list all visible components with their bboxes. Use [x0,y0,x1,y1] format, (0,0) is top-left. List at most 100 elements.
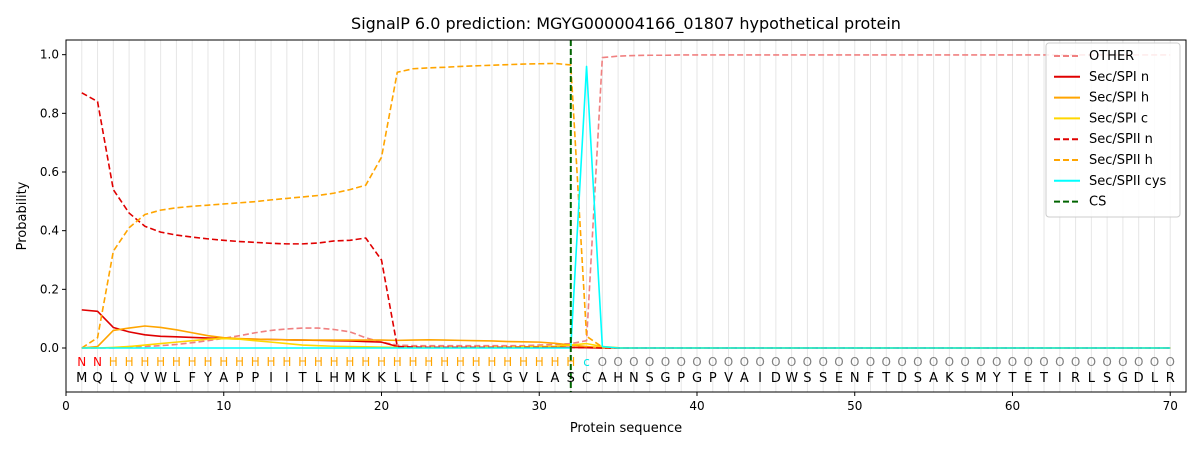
residue-label: M [344,371,355,386]
residue-label: L [1151,371,1159,386]
grid [81,40,1171,392]
residue-label: M [975,371,986,386]
region-label: H [109,355,118,369]
residue-label: S [646,371,654,386]
region-label: H [203,355,212,369]
region-label: O [1165,355,1174,369]
residue-label: S [567,371,575,386]
region-label: O [724,355,733,369]
region-label: H [377,355,386,369]
region-label: O [913,355,922,369]
residue-label: A [929,371,938,386]
residue-label: A [740,371,749,386]
x-tick-label: 10 [216,399,231,413]
region-label: O [1024,355,1033,369]
series-other-line [81,54,1171,349]
residue-label: P [709,371,717,386]
region-label: O [629,355,638,369]
residue-label: L [536,371,544,386]
region-label: O [1008,355,1017,369]
region-label: H [566,355,575,369]
region-label: H [503,355,512,369]
residue-label: E [835,371,843,386]
region-label: O [1150,355,1159,369]
residue-label: R [1166,371,1175,386]
region-label: N [93,355,102,369]
residue-label: C [456,371,465,386]
x-axis: 0 10 20 30 40 50 60 70 [62,392,1178,413]
residue-label: S [803,371,811,386]
residue-label: C [582,371,591,386]
region-label: O [866,355,875,369]
residue-label: A [219,371,228,386]
region-label: O [992,355,1001,369]
region-label: O [834,355,843,369]
region-label: N [77,355,86,369]
region-label: O [661,355,670,369]
region-label: O [598,355,607,369]
region-label: O [676,355,685,369]
region-label: H [393,355,402,369]
residue-label: L [1088,371,1096,386]
region-label: H [267,355,276,369]
residue-label: S [819,371,827,386]
residue-label: W [154,371,167,386]
region-label: O [897,355,906,369]
region-label: H [298,355,307,369]
region-label: O [803,355,812,369]
y-axis: 0.0 0.2 0.4 0.6 0.8 1.0 [40,48,66,355]
residue-label: F [867,371,874,386]
residue-label: F [188,371,195,386]
residue-label: I [285,371,289,386]
x-tick-label: 70 [1163,399,1178,413]
residue-label: L [110,371,118,386]
region-label: H [361,355,370,369]
residue-label: D [897,371,907,386]
y-tick-label: 0.0 [40,341,59,355]
series-group [81,40,1171,392]
residue-label: W [785,371,798,386]
x-tick-label: 20 [374,399,389,413]
region-label: H [330,355,339,369]
region-label: H [282,355,291,369]
residue-label: T [1008,371,1017,386]
region-label: H [345,355,354,369]
residue-label: R [1071,371,1080,386]
region-label: H [251,355,260,369]
residue-label: L [409,371,417,386]
region-label: H [424,355,433,369]
region-label: H [156,355,165,369]
residue-label: V [140,371,149,386]
region-label: H [235,355,244,369]
region-label: O [960,355,969,369]
legend-label: OTHER [1089,49,1134,64]
residue-label: N [850,371,860,386]
region-label: H [125,355,134,369]
residue-label: V [724,371,733,386]
x-tick-label: 0 [62,399,70,413]
residue-label: K [377,371,386,386]
residue-label: N [629,371,639,386]
y-tick-label: 0.6 [40,165,59,179]
region-label: O [976,355,985,369]
x-tick-label: 30 [532,399,547,413]
legend-box [1045,42,1181,218]
region-label: H [487,355,496,369]
sequence-annotation: NMNQHLHQHVHWHLHFHYHAHPHPHIHIHTHLHHHMHKHK… [76,355,1175,386]
residue-label: H [613,371,623,386]
region-label: H [172,355,181,369]
chart-title: SignalP 6.0 prediction: MGYG000004166_01… [351,14,901,34]
y-tick-label: 1.0 [40,48,59,62]
x-tick-label: 60 [1005,399,1020,413]
plot-frame [65,39,1187,393]
residue-label: D [1134,371,1144,386]
legend-label: CS [1089,195,1106,210]
residue-label: V [519,371,528,386]
region-label: O [945,355,954,369]
residue-label: S [472,371,480,386]
residue-label: M [76,371,87,386]
y-tick-label: 0.2 [40,282,59,296]
region-label: O [613,355,622,369]
legend-label: Sec/SPI h [1089,91,1149,106]
x-axis-label: Protein sequence [570,421,682,436]
